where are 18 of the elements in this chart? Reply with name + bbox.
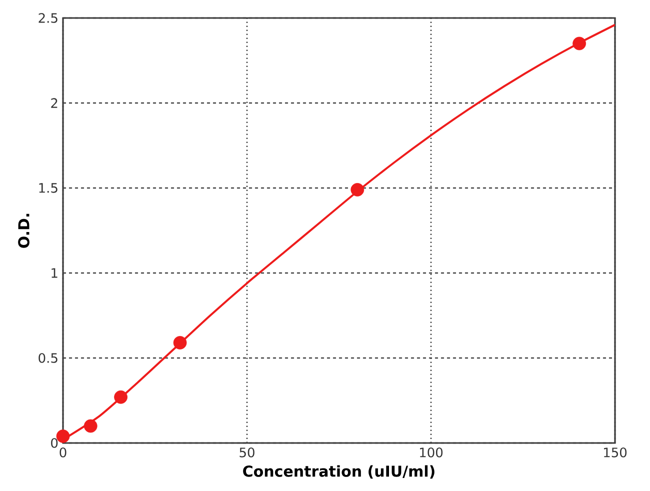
y-tick-label: 0 (51, 438, 58, 448)
point (84, 419, 98, 433)
point (572, 36, 586, 50)
point (350, 183, 364, 196)
point (56, 430, 70, 443)
y-tick-label: 0.5 (38, 353, 58, 363)
y-axis-title: O.D. (18, 214, 30, 248)
y-tick-label: 1 (52, 268, 58, 278)
y-tick-label: 2.5 (38, 13, 58, 23)
x-tick-label: 150 (604, 448, 627, 458)
y-tick-label: 2 (51, 98, 58, 108)
x-tick-label: 50 (240, 448, 254, 458)
y-tick-label: 1.5 (39, 183, 58, 193)
x-tick-label: 100 (420, 448, 443, 458)
point (173, 336, 187, 350)
point (114, 390, 128, 404)
x-tick-label: 0 (60, 448, 66, 458)
x-axis-title: Concentration (uIU/ml) (243, 465, 434, 479)
